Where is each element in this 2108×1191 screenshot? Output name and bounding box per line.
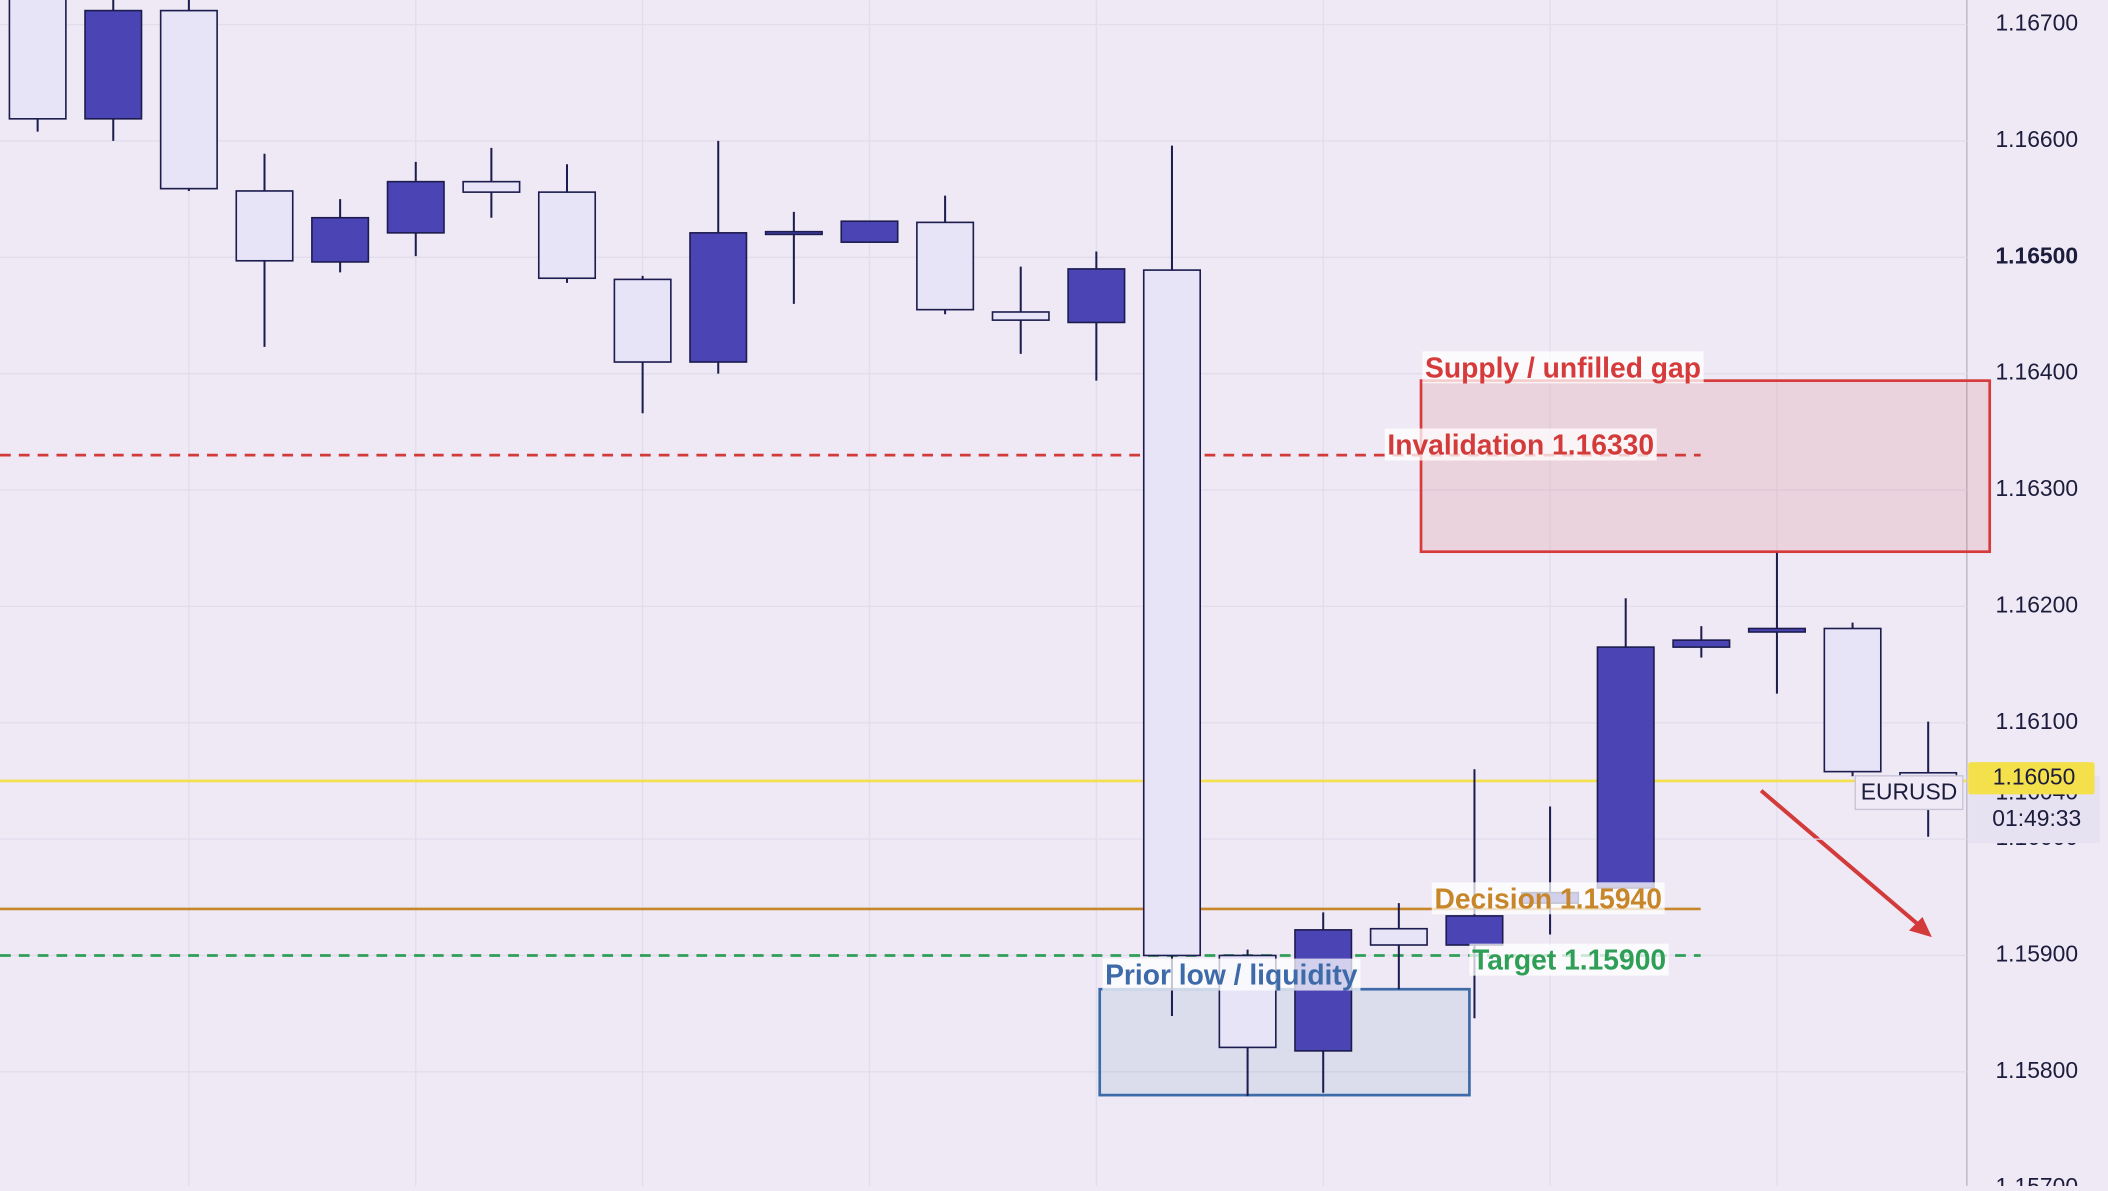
label-background: [1384, 428, 1657, 461]
annotation-label: Invalidation 1.16330: [1387, 428, 1654, 460]
y-tick-label: 1.16600: [1995, 126, 2078, 152]
candle-body-up: [764, 230, 823, 236]
candle-body-down: [159, 9, 218, 190]
label-background: [1102, 958, 1361, 991]
candle-body-up: [1596, 646, 1655, 889]
candle-body-down: [991, 311, 1050, 321]
candle-body-down: [235, 190, 294, 262]
y-tick-label: 1.16700: [1995, 10, 2078, 36]
candle-body-up: [1672, 639, 1731, 648]
candle-body-up: [1445, 915, 1504, 946]
annotation-label: Decision 1.15940: [1434, 882, 1661, 914]
countdown: 01:49:33: [1992, 805, 2081, 831]
candle-body-up: [1747, 627, 1806, 633]
annotation-label: Target 1.15900: [1472, 944, 1666, 976]
candle-body-up: [1067, 268, 1126, 324]
candle-body-down: [916, 221, 975, 311]
y-tick-label: 1.16200: [1995, 591, 2078, 617]
y-tick-label: 1.16100: [1995, 708, 2078, 734]
last-price-label: 1.16050: [1993, 763, 2076, 789]
y-tick-label: 1.16400: [1995, 359, 2078, 385]
candle-body-down: [462, 180, 521, 193]
arrow-head: [1909, 916, 1932, 938]
candle-body-down: [1369, 927, 1428, 946]
annotation-label: Supply / unfilled gap: [1425, 351, 1701, 383]
candle-body-down: [1823, 627, 1882, 773]
y-tick-label: 1.15800: [1995, 1057, 2078, 1083]
y-tick-label: 1.16500: [1995, 242, 2078, 268]
label-background: [1469, 943, 1669, 976]
label-background: [1431, 882, 1665, 915]
last-price-tag: [1968, 762, 2095, 795]
candle-body-down: [537, 191, 597, 280]
candle-body-down: [8, 0, 67, 120]
symbol-tag: [1854, 775, 1964, 811]
candle-body-up: [84, 9, 143, 120]
annotation-label: Prior low / liquidity: [1105, 959, 1358, 991]
zone: [1098, 987, 1471, 1097]
candle-body-up: [689, 232, 748, 363]
y-tick-label: 1.15900: [1995, 941, 2078, 967]
label-background: [1422, 351, 1704, 384]
candle-body-up: [311, 216, 370, 263]
symbol-label: EURUSD: [1861, 778, 1957, 804]
arrow: [1759, 789, 1927, 932]
zone: [1419, 379, 1992, 554]
candle-body-up: [386, 180, 445, 234]
candle-body-down: [1142, 269, 1202, 957]
y-tick-label: 1.16300: [1995, 475, 2078, 501]
y-tick-label: 1.15700: [1995, 1173, 2078, 1186]
candle-body-down: [613, 278, 672, 363]
candle-body-up: [840, 220, 899, 243]
